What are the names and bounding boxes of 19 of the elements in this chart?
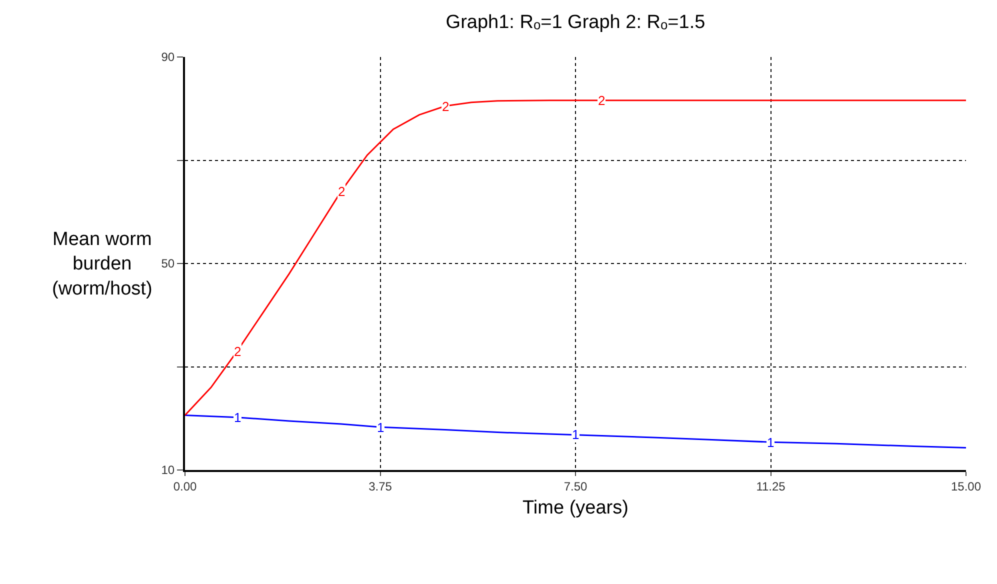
y-tick-label: 10 bbox=[161, 463, 175, 478]
x-tick-label: 0.00 bbox=[173, 479, 197, 494]
text: 2 bbox=[442, 99, 450, 114]
text: 1 bbox=[767, 435, 774, 450]
y-axis-title: Mean worm burden (worm/host) bbox=[52, 229, 152, 300]
x-axis-title: Time (years) bbox=[522, 498, 628, 519]
x-tick-label: 11.25 bbox=[756, 479, 786, 494]
series-label: 1 bbox=[234, 410, 242, 425]
chart-title: Graph1: Rₒ=1 Graph 2: Rₒ=1.5 bbox=[446, 12, 706, 33]
series-label: 2 bbox=[598, 93, 606, 108]
text: 2 bbox=[234, 344, 242, 359]
x-tick-label: 3.75 bbox=[368, 479, 392, 494]
text: 1 bbox=[572, 427, 580, 442]
y-tick-label: 90 bbox=[161, 50, 175, 64]
x-tick-label: 15.00 bbox=[950, 479, 982, 494]
x-tick-label: 7.50 bbox=[564, 479, 588, 494]
text: 2 bbox=[338, 184, 346, 199]
y-tick-label: 50 bbox=[161, 256, 175, 271]
text: 1 bbox=[377, 420, 384, 435]
